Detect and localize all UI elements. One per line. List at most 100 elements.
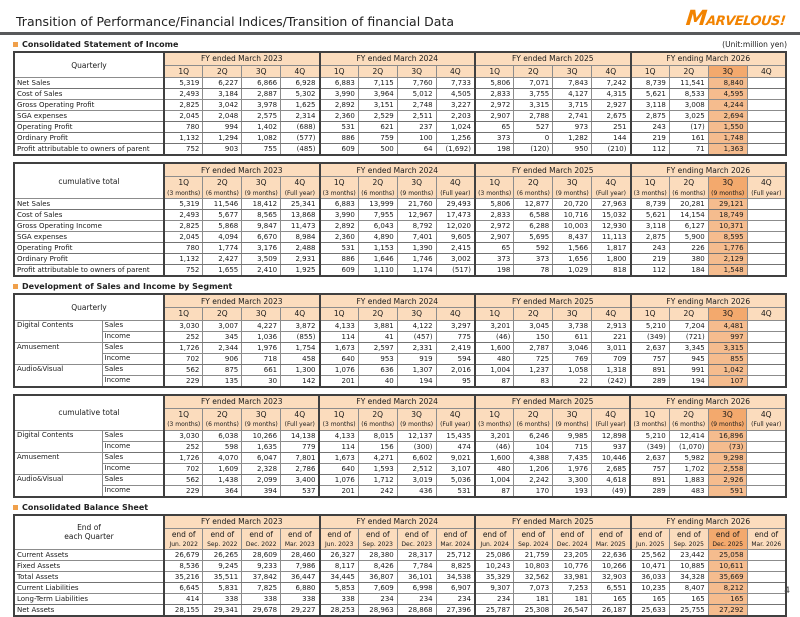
fiscal-year-header: FY ended March 2025 [475,395,630,409]
value-cell [747,430,786,441]
value-cell [747,320,786,331]
value-cell: 1,673 [320,342,359,353]
segment-label: Audio&Visual [14,474,102,497]
value-cell [747,550,786,561]
value-cell: 1,774 [203,243,242,254]
value-cell: 35,511 [203,572,242,583]
value-cell: 338 [281,594,320,605]
segment-label: Audio&Visual [14,364,102,387]
value-cell: 165 [708,594,747,605]
value-cell: 3,042 [203,100,242,111]
row-label: Sales [102,320,164,331]
fiscal-year-header: FY ended March 2023 [164,395,319,409]
value-cell: 4,070 [203,452,242,463]
value-cell: 23,442 [669,550,708,561]
row-label: Cost of Sales [14,210,164,221]
value-cell: 29,121 [708,199,747,210]
value-cell: 1,776 [708,243,747,254]
value-cell: 364 [203,485,242,497]
value-cell [747,210,786,221]
value-cell: 8,595 [708,232,747,243]
column-header: 1Q(3 months) [475,408,514,430]
value-cell: 621 [358,122,397,133]
value-cell: 1,174 [397,265,436,277]
value-cell: 1,655 [203,265,242,277]
value-cell: 1,609 [203,463,242,474]
value-cell: 3,118 [631,221,670,232]
column-header: 1Q(3 months) [319,408,358,430]
value-cell: 718 [242,353,281,364]
value-cell: 8,015 [358,430,397,441]
value-cell: 1,004 [475,364,514,375]
value-cell: 2,926 [708,474,747,485]
value-cell: 165 [669,594,708,605]
value-cell: 2,833 [475,89,514,100]
column-header: 1Q [475,66,514,78]
value-cell: 27,292 [708,605,747,617]
value-cell [747,441,786,452]
value-cell: 14,154 [669,210,708,221]
value-cell: 5,868 [203,221,242,232]
value-cell: 8,117 [320,561,359,572]
value-cell: 9,245 [203,561,242,572]
value-cell: 1,153 [358,243,397,254]
value-cell: 10,776 [553,561,592,572]
column-header: 3Q [397,66,436,78]
value-cell: 25,308 [514,605,553,617]
value-cell [747,375,786,387]
value-cell: 83 [514,375,553,387]
value-cell: 8,212 [708,583,747,594]
value-cell: 28,460 [281,550,320,561]
section-title-balance: Consolidated Balance Sheet [13,503,148,512]
value-cell: 13,868 [281,210,320,221]
value-cell: 3,019 [397,474,436,485]
value-cell: (1,070) [669,441,708,452]
column-header: 3Q [553,66,592,78]
value-cell: 7,784 [397,561,436,572]
value-cell: 7,073 [514,583,553,594]
value-cell: 5,210 [631,320,670,331]
column-header: 4Q(Full year) [281,408,320,430]
value-cell: 13,999 [358,199,397,210]
value-cell: 17,473 [436,210,475,221]
value-cell: 8,407 [669,583,708,594]
value-cell: 1,600 [475,452,514,463]
value-cell: 1,256 [436,133,475,144]
value-cell: 380 [669,254,708,265]
value-cell: 1,817 [592,243,631,254]
value-cell: (120) [514,144,553,156]
value-cell: 1,300 [281,364,320,375]
value-cell: 757 [630,463,669,474]
value-cell: 636 [358,364,397,375]
row-label: Operating Profit [14,243,164,254]
value-cell: 135 [203,375,242,387]
value-cell: 2,825 [164,100,203,111]
value-cell: 1,042 [708,364,747,375]
row-label: Net Sales [14,78,164,89]
value-cell: 7,071 [514,78,553,89]
value-cell: (1,692) [436,144,475,156]
value-cell: 2,493 [164,210,203,221]
row-label: Income [102,331,164,342]
value-cell: 7,825 [242,583,281,594]
value-cell: 71 [669,144,708,156]
value-cell: 5,210 [630,430,669,441]
value-cell: 8,792 [397,221,436,232]
column-header: 4Q(Full year) [591,408,630,430]
value-cell: 35,329 [475,572,514,583]
section-title-income: Consolidated Statement of Income [13,40,178,49]
value-cell: 937 [591,441,630,452]
value-cell: 181 [514,594,553,605]
value-cell: 7,760 [397,78,436,89]
value-cell: 8,533 [669,89,708,100]
value-cell: 3,738 [553,320,592,331]
value-cell: 818 [592,265,631,277]
value-cell: 1,024 [436,122,475,133]
